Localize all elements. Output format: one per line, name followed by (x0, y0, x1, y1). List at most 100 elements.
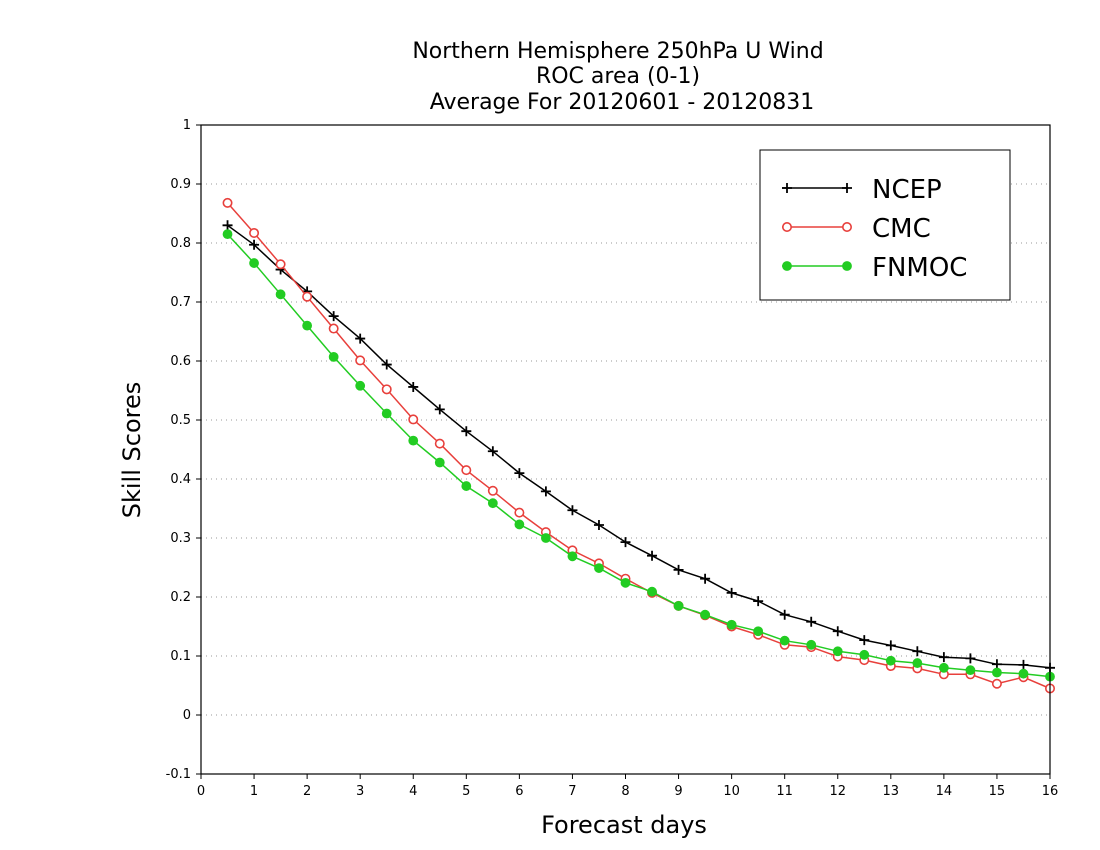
series-group (222, 197, 1056, 694)
cmc-point (302, 291, 313, 302)
fnmoc-point (620, 577, 631, 588)
legend-entries: NCEP CMC FNMOC (781, 175, 967, 283)
ncep-point (249, 239, 260, 250)
fnmoc-point (355, 380, 366, 391)
ncep-point (726, 587, 737, 598)
fnmoc-point (859, 649, 870, 660)
y-tick-label: 0.9 (170, 177, 191, 192)
fnmoc-point (302, 320, 313, 331)
x-tick-label: 16 (1042, 784, 1059, 799)
ncep-point (381, 359, 392, 370)
x-tick-label: 4 (409, 784, 417, 799)
ncep-point (859, 635, 870, 646)
fnmoc-point (594, 563, 604, 573)
cmc-point (487, 485, 498, 496)
x-tick-label: 15 (989, 784, 1006, 799)
ncep-point (647, 550, 658, 561)
ncep-point (673, 564, 684, 575)
y-tick-label: 0.4 (170, 472, 191, 487)
legend: NCEP CMC FNMOC (759, 149, 1011, 301)
series-fnmoc (222, 229, 1055, 682)
fnmoc-point (434, 457, 445, 468)
cmc-point (328, 323, 339, 334)
x-tick-label: 12 (829, 784, 846, 799)
fnmoc-point (328, 351, 339, 362)
ncep-point (779, 609, 790, 620)
fnmoc-point (938, 662, 949, 673)
x-tick-label: 5 (462, 784, 470, 799)
y-tick-label: 0.7 (170, 295, 191, 310)
ncep-point (487, 446, 498, 457)
ncep-point (328, 311, 339, 322)
cmc-point (514, 507, 525, 518)
legend-marker-cmc (781, 222, 792, 233)
legend-entry-cmc: CMC (781, 214, 931, 244)
cmc-point (381, 384, 392, 395)
legend-box (759, 149, 1011, 301)
fnmoc-point (779, 635, 790, 646)
x-tick-label: 8 (621, 784, 629, 799)
y-tick-label: 0 (183, 708, 191, 723)
y-tick-label: 0.6 (170, 354, 191, 369)
fnmoc-point (700, 609, 710, 620)
fnmoc-point (275, 289, 286, 300)
cmc-point (991, 678, 1002, 689)
ncep-point (912, 646, 923, 657)
fnmoc-point (408, 435, 419, 446)
ncep-point (355, 333, 366, 344)
ncep-point (540, 486, 551, 497)
y-tick-label: 0.3 (170, 531, 191, 546)
x-tick-label: 1 (250, 784, 258, 799)
series-ncep (222, 220, 1055, 673)
x-tick-label: 7 (568, 784, 576, 799)
fnmoc-point (222, 229, 233, 240)
chart-subtitle-line-1: ROC area (0-1) (536, 64, 700, 89)
fnmoc-point (806, 639, 817, 650)
x-tick-label: 3 (356, 784, 364, 799)
fnmoc-point (965, 665, 976, 676)
ncep-point (885, 640, 896, 651)
ncep-point (408, 381, 419, 392)
ncep-point (514, 468, 525, 479)
ncep-point (567, 505, 578, 516)
ncep-point (1018, 659, 1029, 670)
ncep-point (222, 220, 233, 231)
cmc-point (275, 259, 286, 270)
ncep-point (461, 426, 472, 437)
ncep-point (700, 573, 711, 584)
x-tick-label: 13 (883, 784, 900, 799)
fnmoc-point (673, 600, 684, 611)
fnmoc-point (567, 551, 578, 562)
ncep-point (753, 596, 764, 607)
ncep-point (832, 626, 843, 637)
fnmoc-point (647, 586, 657, 597)
fnmoc-point (885, 655, 896, 666)
legend-label-ncep: NCEP (872, 175, 942, 205)
chart-title: Northern Hemisphere 250hPa U Wind (412, 39, 823, 64)
ncep-line (227, 224, 1051, 669)
fnmoc-point (381, 408, 392, 419)
x-tick-label: 14 (936, 784, 953, 799)
cmc-point (408, 414, 419, 425)
x-tick-label: 6 (515, 784, 523, 799)
ncep-point (991, 659, 1002, 670)
cmc-point (461, 465, 472, 476)
cmc-point (434, 438, 445, 449)
legend-label-fnmoc: FNMOC (872, 253, 967, 283)
cmc-point (355, 355, 366, 366)
ncep-point (620, 537, 631, 548)
y-axis-label: Skill Scores (118, 382, 146, 519)
chart-subtitle-line-2: Average For 20120601 - 20120831 (430, 90, 815, 115)
legend-marker-cmc (841, 222, 852, 233)
fnmoc-point (1018, 668, 1029, 679)
y-tick-label: 0.2 (170, 590, 191, 605)
fnmoc-point (461, 481, 472, 491)
legend-marker-ncep (782, 183, 792, 193)
fnmoc-point (912, 658, 923, 668)
legend-entry-fnmoc: FNMOC (782, 253, 967, 283)
ncep-point (965, 653, 976, 664)
fnmoc-point (541, 533, 551, 543)
legend-marker-ncep (842, 183, 852, 193)
fnmoc-point (249, 258, 259, 268)
fnmoc-point (992, 667, 1002, 678)
